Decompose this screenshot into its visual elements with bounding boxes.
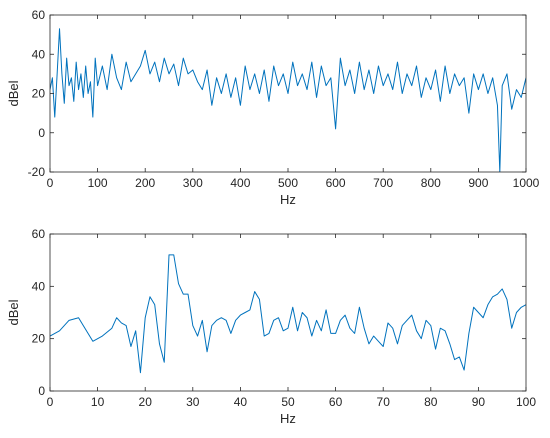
y-tick-label: 20: [32, 87, 46, 101]
y-axis-title: dBel: [6, 80, 21, 106]
x-tick-label: 20: [139, 395, 153, 409]
x-axis-title: Hz: [280, 411, 296, 426]
y-tick-label: 40: [32, 47, 46, 61]
y-tick-label: -20: [28, 165, 46, 179]
x-tick-label: 90: [472, 395, 486, 409]
y-tick-label: 20: [32, 332, 46, 346]
x-tick-label: 600: [326, 176, 346, 190]
x-tick-label: 100: [516, 395, 536, 409]
x-tick-label: 0: [47, 176, 54, 190]
series-line-0: [50, 28, 526, 172]
x-tick-label: 400: [230, 176, 250, 190]
y-tick-label: 60: [32, 8, 46, 22]
y-tick-label: 40: [32, 279, 46, 293]
x-tick-label: 900: [468, 176, 488, 190]
x-tick-label: 200: [135, 176, 155, 190]
x-tick-label: 700: [373, 176, 393, 190]
x-tick-label: 300: [183, 176, 203, 190]
x-axis-title: Hz: [280, 192, 296, 207]
x-tick-label: 40: [234, 395, 248, 409]
x-tick-label: 0: [47, 395, 54, 409]
x-tick-label: 30: [186, 395, 200, 409]
x-tick-label: 10: [91, 395, 105, 409]
x-tick-label: 50: [281, 395, 295, 409]
x-tick-label: 60: [329, 395, 343, 409]
y-tick-label: 0: [38, 126, 45, 140]
bottom-chart: 0 10 20 30 40 50 60 70 80 90 100 0 20 40 60 Hz dBel: [6, 227, 536, 426]
x-tick-label: 500: [278, 176, 298, 190]
y-tick-label: 60: [32, 227, 46, 241]
y-tick-label: 0: [38, 384, 45, 398]
x-tick-label: 80: [424, 395, 438, 409]
x-tick-label: 100: [88, 176, 108, 190]
x-tick-label: 800: [421, 176, 441, 190]
x-tick-label: 70: [377, 395, 391, 409]
x-tick-label: 1000: [513, 176, 540, 190]
top-chart: 0 100 200 300 400 500 600 700 800 900 1000-2002040…: [6, 8, 540, 207]
y-axis-title: dBel: [6, 299, 21, 325]
series-line-0: [50, 254, 526, 374]
